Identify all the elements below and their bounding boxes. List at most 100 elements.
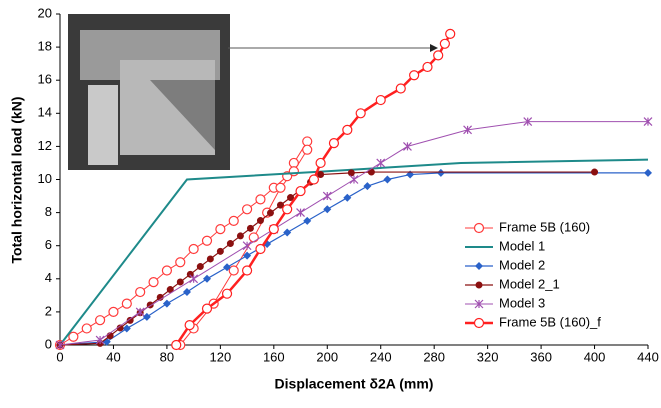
marker (343, 193, 352, 202)
marker (287, 194, 295, 202)
marker (322, 191, 332, 201)
x-tick-label: 0 (56, 349, 63, 364)
marker (302, 136, 313, 147)
marker (266, 209, 274, 217)
marker (475, 262, 483, 270)
marker (94, 315, 106, 326)
marker (142, 312, 151, 321)
marker (342, 124, 353, 135)
x-tick-label: 160 (263, 349, 285, 364)
marker (255, 243, 266, 255)
marker (241, 265, 253, 276)
marker (81, 323, 92, 334)
x-tick-label: 200 (316, 349, 338, 364)
marker (236, 232, 244, 240)
marker (256, 217, 264, 225)
arrow-head (430, 44, 438, 52)
marker (182, 288, 191, 297)
marker (473, 317, 485, 329)
marker (203, 274, 211, 283)
marker (126, 316, 134, 324)
marker (166, 286, 174, 294)
marker (221, 288, 233, 299)
y-tick-label: 20 (38, 5, 52, 20)
marker (228, 215, 239, 226)
marker (315, 157, 326, 169)
marker (296, 208, 305, 218)
marker (591, 168, 599, 176)
marker (349, 175, 359, 184)
y-tick-label: 14 (38, 105, 52, 120)
marker (303, 216, 312, 225)
y-axis-label: Total horizontal load (kN) (9, 97, 25, 264)
marker (395, 83, 406, 94)
series-line (59, 121, 648, 346)
marker (383, 175, 392, 184)
legend-label: Model 2_1 (499, 276, 560, 291)
x-tick-label: 320 (477, 349, 499, 364)
marker (201, 235, 213, 246)
marker (375, 94, 386, 106)
marker (436, 168, 445, 177)
y-tick-label: 16 (38, 72, 52, 87)
marker (122, 324, 131, 333)
y-tick-label: 6 (45, 237, 52, 252)
marker (162, 299, 171, 308)
y-tick-label: 2 (45, 303, 52, 318)
marker (439, 38, 450, 49)
y-tick-label: 18 (38, 39, 52, 54)
marker (68, 331, 79, 342)
marker (433, 50, 444, 61)
marker (275, 182, 286, 193)
marker (295, 185, 306, 197)
marker (463, 125, 473, 135)
marker (347, 169, 355, 177)
x-tick-label: 400 (584, 349, 606, 364)
x-tick-label: 280 (423, 349, 445, 364)
series (171, 28, 456, 351)
legend-label: Model 2 (499, 257, 545, 272)
marker (282, 204, 293, 215)
x-tick-label: 240 (370, 349, 392, 364)
x-tick-label: 80 (160, 349, 174, 364)
marker (445, 28, 456, 39)
marker (308, 174, 320, 185)
photo-inset (68, 14, 230, 170)
y-tick-label: 10 (38, 171, 52, 186)
marker (474, 299, 484, 309)
marker (135, 286, 146, 298)
marker (248, 232, 259, 243)
marker (171, 339, 182, 351)
marker (403, 141, 412, 151)
x-tick-label: 120 (210, 349, 232, 364)
marker (116, 324, 124, 332)
marker (55, 340, 65, 350)
marker (277, 201, 284, 209)
marker (328, 137, 340, 149)
marker (246, 224, 254, 232)
marker (95, 335, 105, 345)
marker (176, 278, 184, 286)
legend-label: Frame 5B (160) (499, 219, 590, 234)
marker (409, 70, 420, 81)
marker (184, 320, 195, 331)
y-tick-label: 4 (45, 270, 52, 285)
marker (189, 274, 199, 284)
legend-box (457, 216, 647, 336)
marker (473, 222, 485, 234)
marker (108, 306, 119, 317)
marker (188, 243, 199, 255)
marker (135, 307, 145, 317)
series (55, 117, 653, 350)
x-axis-label: Displacement δ2A (mm) (275, 376, 434, 392)
marker (255, 194, 266, 205)
marker (223, 263, 232, 272)
marker (216, 247, 224, 255)
marker (215, 224, 226, 235)
marker (317, 171, 325, 179)
series (59, 158, 649, 346)
marker (175, 257, 186, 268)
legend-label: Model 1 (499, 238, 545, 253)
marker (121, 298, 132, 309)
